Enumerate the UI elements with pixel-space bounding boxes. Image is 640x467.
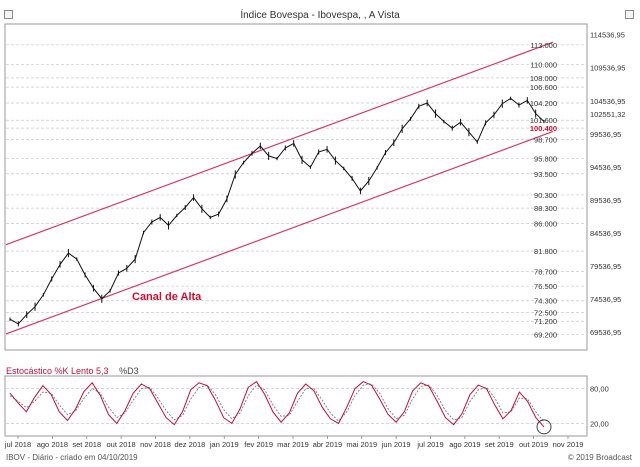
- channel-lower-line: [5, 130, 554, 335]
- x-tick-label: ago 2019: [449, 440, 480, 449]
- price-line: [9, 97, 545, 325]
- y-tick-label: 71.200: [534, 317, 557, 326]
- footer-source: IBOV - Diário - criado em 04/10/2019: [6, 453, 138, 462]
- oscillator-k-label: Estocástico %K Lento 5,3: [6, 366, 109, 376]
- price-panel: [4, 23, 588, 351]
- chart-title: Índice Bovespa - Ibovespa, , A Vista: [240, 10, 400, 21]
- y-axis-label: 74536,95: [590, 295, 621, 304]
- y-tick-label: 86.000: [534, 219, 557, 228]
- x-tick-label: set 2019: [485, 440, 514, 449]
- x-tick-label: nov 2018: [140, 440, 171, 449]
- close-chart-icon[interactable]: [625, 10, 634, 19]
- x-tick-label: jul 2019: [416, 440, 443, 449]
- y-axis-label: 94536,95: [590, 163, 621, 172]
- oscillator-level-label: 80,00: [590, 385, 609, 394]
- oscillator-d-label: %D3: [119, 366, 139, 376]
- y-axis-label: 102551,32: [590, 110, 625, 119]
- y-tick-label: 104.200: [530, 99, 557, 108]
- y-tick-label: 93.500: [534, 170, 557, 179]
- x-tick-label: ago 2018: [37, 440, 68, 449]
- x-tick-label: nov 2019: [553, 440, 584, 449]
- y-tick-label: 101.600: [530, 116, 557, 125]
- footer-copyright: © 2019 Broadcast: [567, 453, 632, 462]
- channel-annotation: Canal de Alta: [132, 291, 202, 303]
- y-tick-label: 69.200: [534, 330, 557, 339]
- y-tick-label: 81.800: [534, 247, 557, 256]
- y-tick-label: 88.300: [534, 204, 557, 213]
- y-tick-label: 106.600: [530, 83, 557, 92]
- y-tick-label: 76.500: [534, 282, 557, 291]
- y-tick-label: 90.300: [534, 191, 557, 200]
- x-tick-label: jul 2018: [4, 440, 31, 449]
- oscillator-k-line: [9, 380, 545, 428]
- oscillator-highlight-circle: [536, 419, 552, 435]
- x-tick-label: fev 2019: [244, 440, 273, 449]
- oscillator-level-label: 20,00: [590, 419, 609, 428]
- x-tick-label: mai 2019: [346, 440, 377, 449]
- y-tick-label: 95.800: [534, 155, 557, 164]
- x-tick-label: set 2018: [72, 440, 101, 449]
- y-axis-label: 109536,95: [590, 64, 625, 73]
- y-tick-label: 108.000: [530, 74, 557, 83]
- y-axis-label: 114536,95: [590, 31, 625, 40]
- x-tick-label: jan 2019: [209, 440, 239, 449]
- window-menu-icon[interactable]: [4, 10, 13, 19]
- y-tick-label: 100.400: [530, 124, 557, 133]
- y-tick-label: 78.700: [534, 268, 557, 277]
- oscillator-d-line: [9, 383, 545, 423]
- oscillator-legend: Estocástico %K Lento 5,3 %D3: [6, 366, 147, 376]
- x-tick-label: out 2018: [107, 440, 136, 449]
- x-tick-label: jun 2019: [381, 440, 411, 449]
- x-tick-label: abr 2019: [313, 440, 343, 449]
- channel-upper-line: [5, 41, 554, 246]
- x-tick-label: dez 2018: [174, 440, 205, 449]
- y-axis-label: 79536,95: [590, 262, 621, 271]
- y-axis-label: 84536,95: [590, 229, 621, 238]
- x-tick-label: out 2019: [519, 440, 548, 449]
- y-axis-label: 99536,95: [590, 130, 621, 139]
- y-tick-label: 110.000: [530, 61, 557, 70]
- y-tick-label: 98.700: [534, 135, 557, 144]
- x-tick-label: mar 2019: [277, 440, 309, 449]
- y-axis-label: 104536,95: [590, 97, 625, 106]
- y-tick-label: 72.500: [534, 309, 557, 318]
- y-tick-label: 113.000: [530, 41, 557, 50]
- y-tick-label: 74.300: [534, 297, 557, 306]
- y-axis-label: 69536,95: [590, 328, 621, 337]
- y-axis-label: 89536,95: [590, 196, 621, 205]
- oscillator-panel: [4, 375, 588, 437]
